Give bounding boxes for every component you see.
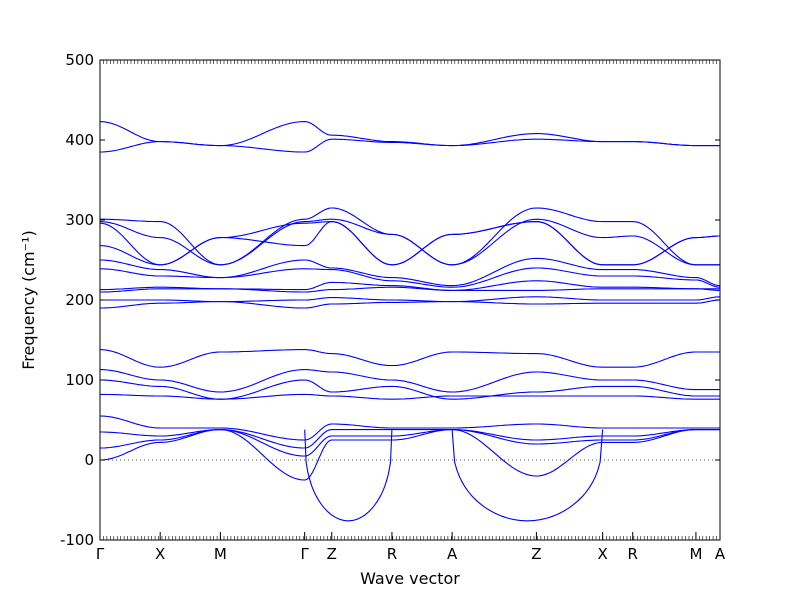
y-tick-label: 500 — [65, 51, 94, 69]
x-tick-label: Γ — [96, 545, 105, 563]
band-line-16 — [100, 393, 720, 400]
x-tick-label: Γ — [300, 545, 309, 563]
x-tick-label: X — [155, 545, 165, 563]
x-tick-label: M — [689, 545, 702, 563]
x-tick-label: R — [387, 545, 397, 563]
x-tick-label: Z — [531, 545, 541, 563]
plot-lines — [99, 121, 720, 522]
band-line-20 — [99, 429, 720, 481]
y-tick-label: 0 — [84, 451, 94, 469]
x-tick-label: M — [214, 545, 227, 563]
band-line-8 — [100, 267, 720, 288]
x-tick-label: Z — [327, 545, 337, 563]
x-axis-label: Wave vector — [360, 569, 460, 588]
x-tick-label: X — [597, 545, 607, 563]
y-tick-label: 300 — [65, 211, 94, 229]
band-line-15 — [100, 379, 720, 400]
band-line-18 — [100, 429, 720, 449]
band-line-17 — [99, 415, 720, 441]
y-tick-label: -100 — [60, 531, 94, 549]
band-line-6 — [99, 221, 720, 266]
band-line-13 — [99, 349, 720, 368]
plot-frame — [99, 59, 721, 541]
band-line-12 — [100, 299, 720, 309]
band-line-14 — [100, 369, 720, 393]
dip-band-2 — [451, 429, 604, 522]
band-line-7 — [100, 257, 720, 287]
y-tick-label: 100 — [65, 371, 94, 389]
y-tick-label: 200 — [65, 291, 94, 309]
x-tick-label: R — [627, 545, 637, 563]
band-line-10 — [100, 286, 720, 293]
x-tick-label: A — [715, 545, 726, 563]
y-tick-label: 400 — [65, 131, 94, 149]
band-line-2 — [100, 138, 720, 153]
band-line-11 — [100, 296, 720, 303]
dip-band-1 — [304, 429, 393, 522]
x-tick-label: A — [447, 545, 458, 563]
y-axis-label: Frequency (cm⁻¹) — [19, 230, 38, 369]
